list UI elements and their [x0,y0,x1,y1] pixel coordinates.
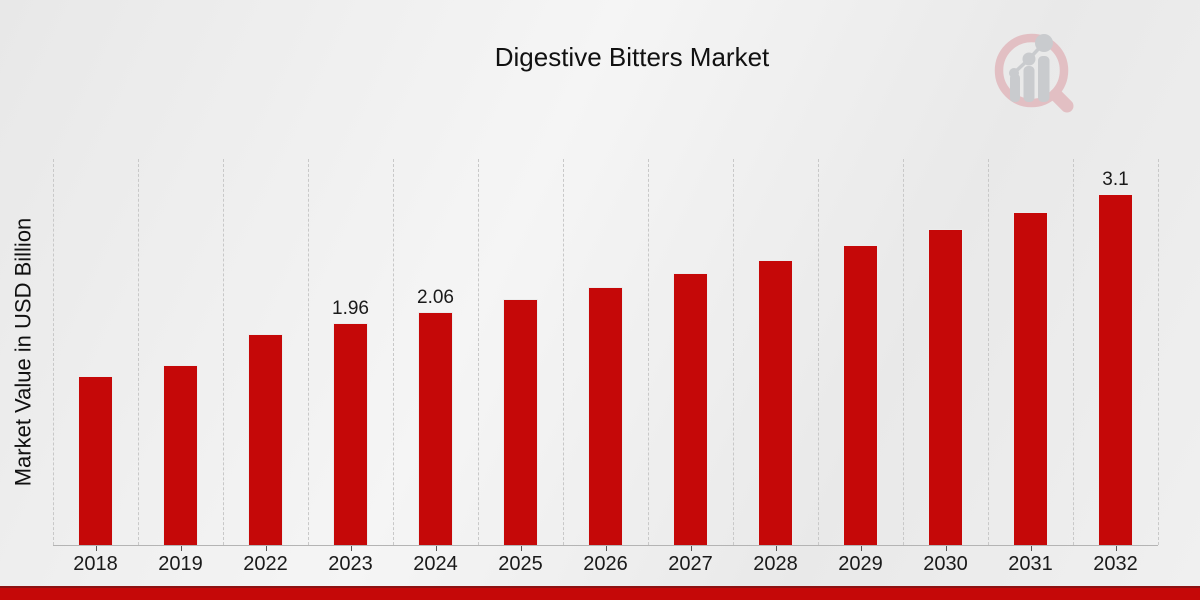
x-axis-tick-label-2022: 2022 [243,553,288,575]
bar-2024 [418,312,453,545]
x-axis-tick [180,546,182,551]
x-axis-tick-label-2030: 2030 [923,553,968,575]
x-axis-tick-label-2032: 2032 [1093,553,1138,575]
x-axis-tick [860,546,862,551]
x-axis-tick [520,546,522,551]
magnifier-bar-chart-logo-icon [994,33,1074,113]
plot-area: 2018 2019 2022 1.96 2023 2.06 2024 2025 2026 2027… [53,159,1159,575]
plot-gridline [903,159,904,545]
bar-2019 [163,365,198,545]
y-axis-label-container: Market Value in USD Billion [6,159,40,545]
plot-gridline [393,159,394,545]
x-axis-tick-label-2023: 2023 [328,553,373,575]
plot-gridline [138,159,139,545]
bar-value-label-2023: 1.96 [332,298,369,319]
bar-2025 [503,299,538,545]
plot-gridline [818,159,819,545]
x-axis-tick [775,546,777,551]
bar-2026 [588,287,623,545]
plot-gridline [988,159,989,545]
bar-2027 [673,273,708,545]
x-axis-tick [605,546,607,551]
x-axis-tick-label-2025: 2025 [498,553,543,575]
x-axis-tick-label-2029: 2029 [838,553,883,575]
chart-title: Digestive Bitters Market [494,42,770,72]
bar-2023 [333,323,368,545]
x-axis-tick-label-2027: 2027 [668,553,713,575]
plot-gridline [478,159,479,545]
y-axis-label: Market Value in USD Billion [10,217,35,487]
x-axis-tick [1115,546,1117,551]
x-axis-tick [690,546,692,551]
x-axis-tick-label-2019: 2019 [158,553,203,575]
bar-2018 [78,376,113,545]
plot-gridline [648,159,649,545]
bar-2029 [843,245,878,545]
x-axis-tick-label-2031: 2031 [1008,553,1053,575]
bar-2030 [928,229,963,545]
plot-gridline [733,159,734,545]
x-axis-tick-label-2028: 2028 [753,553,798,575]
bar-value-label-2032: 3.1 [1102,169,1129,190]
bar-2028 [758,260,793,545]
plot-gridline [1158,159,1159,545]
footer-accent-band [0,586,1200,600]
plot-gridline [308,159,309,545]
x-axis-tick-label-2018: 2018 [73,553,118,575]
x-axis-tick [265,546,267,551]
plot-gridline [1073,159,1074,545]
x-axis-tick [1030,546,1032,551]
bar-2032 [1098,194,1133,545]
x-axis-tick [435,546,437,551]
x-axis-tick-label-2026: 2026 [583,553,628,575]
x-axis-tick [945,546,947,551]
plot-gridline [223,159,224,545]
x-axis-tick [95,546,97,551]
bar-value-label-2024: 2.06 [417,287,454,308]
x-axis-tick-label-2024: 2024 [413,553,458,575]
plot-gridline [563,159,564,545]
bar-2031 [1013,212,1048,545]
plot-gridline [53,159,54,545]
x-axis-tick [350,546,352,551]
bar-2022 [248,334,283,545]
